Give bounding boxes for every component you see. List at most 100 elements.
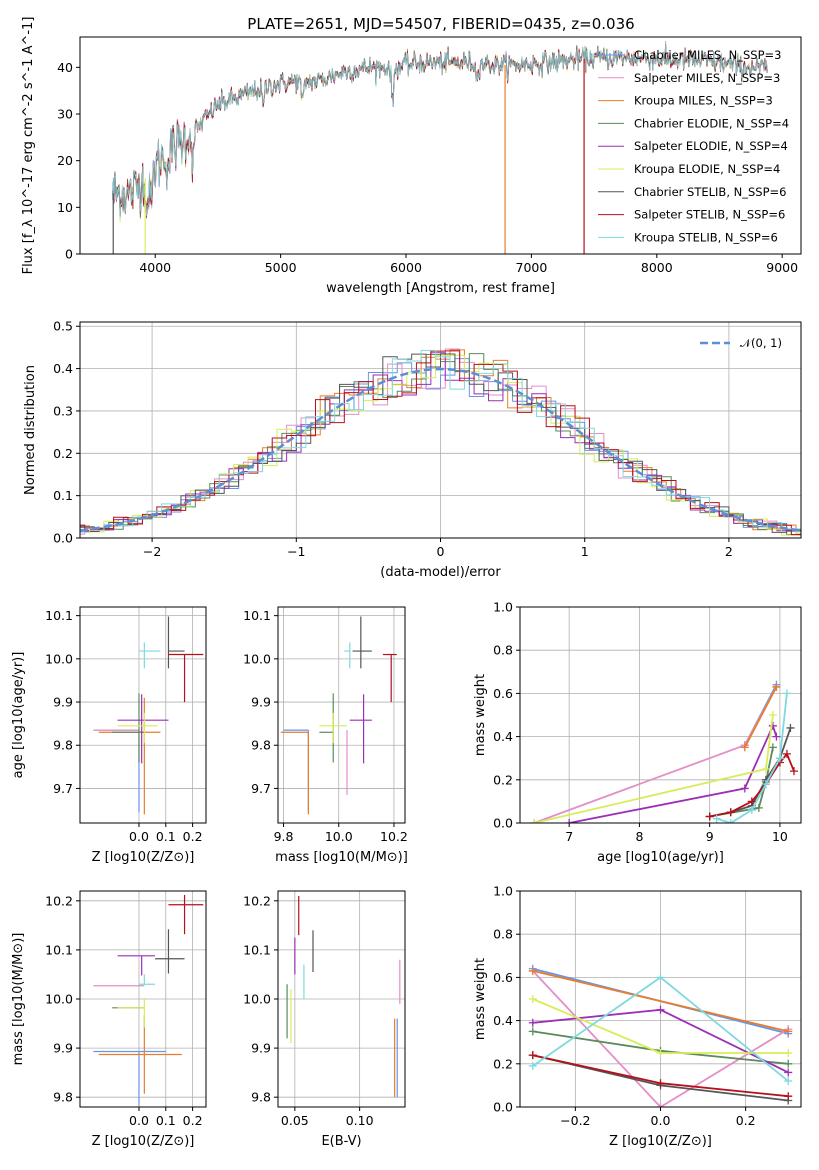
data-marker [784, 1068, 793, 1077]
x-tick-label: 9 [706, 829, 714, 844]
plot-area-spectrum [112, 41, 768, 254]
y-tick-label: 9.8 [53, 738, 73, 753]
x-tick-label: 10.0 [325, 829, 353, 844]
y-tick-label: 9.9 [251, 695, 271, 710]
series-line [532, 970, 789, 1033]
data-marker [656, 1049, 665, 1057]
x-tick-label: 2 [725, 544, 733, 559]
panel-residual-histogram: −2 −1 0 1 2 0.0 0.1 0.2 0.3 0.4 0.5 (data-model)/er… [23, 319, 802, 580]
x-tick-label: 6000 [390, 260, 422, 275]
legend-label: Kroupa ELODIE, N_SSP=4 [634, 162, 780, 176]
y-tick-label: 0 [65, 247, 73, 262]
data-marker [656, 1079, 665, 1088]
x-tick-label: 7000 [516, 260, 548, 275]
y-tick-label: 0.6 [493, 970, 513, 985]
x-tick-label: 0.10 [346, 1113, 374, 1128]
x-tick-label: 9.8 [274, 829, 294, 844]
y-axis-label: mass [log10(M/M⊙)] [11, 933, 26, 1066]
data-marker [768, 743, 777, 752]
panel-mass-weight-vs-z: −0.2 0.0 0.2 0.0 0.2 0.4 0.6 0.8 1.0 Z [log10(Z/Z… [473, 884, 802, 1149]
data-marker [565, 819, 574, 823]
y-tick-label: 1.0 [493, 600, 513, 615]
x-axis-label: age [log10(age/yr)] [597, 850, 724, 865]
y-tick-label: 9.9 [251, 1041, 271, 1056]
x-tick-label: −0.2 [560, 1113, 590, 1128]
data-marker [528, 1051, 537, 1060]
y-tick-label: 10.1 [45, 942, 73, 957]
x-tick-label: 0.0 [129, 1113, 149, 1128]
y-axis-label: Normed distribution [23, 365, 38, 495]
data-marker [705, 812, 714, 821]
panel-mass-weight-vs-age: 7 8 9 10 0.0 0.2 0.4 0.6 0.8 1.0 age [log10(age/yr… [473, 600, 802, 865]
x-tick-label: 0.2 [183, 829, 203, 844]
legend-label: Kroupa MILES, N_SSP=3 [634, 94, 773, 108]
data-marker [656, 1103, 665, 1107]
x-tick-label: −2 [143, 544, 161, 559]
x-tick-label: 10.2 [380, 829, 408, 844]
y-tick-label: 0.8 [493, 643, 513, 658]
y-tick-label: 0.4 [53, 361, 73, 376]
x-tick-label: 8000 [641, 260, 673, 275]
plot-area-mass-vs-z [80, 891, 206, 1107]
plot-area-mass-vs-ebv [278, 891, 405, 1107]
series-line [569, 723, 778, 823]
axes-frame [79, 36, 802, 255]
y-tick-label: 0.4 [493, 729, 513, 744]
x-tick-label: 0.0 [651, 1113, 671, 1128]
x-axis-label: Z [log10(Z/Z⊙)] [92, 1134, 195, 1149]
data-marker [528, 1027, 537, 1036]
y-tick-label: 20 [57, 153, 73, 168]
x-axis-label: mass [log10(M/M⊙)] [275, 850, 408, 865]
data-marker [786, 723, 795, 732]
y-tick-label: 10.0 [243, 651, 271, 666]
y-tick-label: 9.8 [53, 1090, 73, 1105]
x-tick-label: 0.1 [156, 829, 176, 844]
series-line [716, 693, 788, 823]
x-tick-label: 8 [635, 829, 643, 844]
axes-frame [79, 890, 207, 1108]
y-tick-label: 9.8 [251, 1090, 271, 1105]
histogram-step [80, 349, 801, 533]
legend-label: Salpeter MILES, N_SSP=3 [634, 71, 780, 85]
y-tick-label: 0.5 [53, 319, 73, 334]
data-marker [530, 819, 539, 823]
y-tick-label: 9.9 [53, 1041, 73, 1056]
y-tick-label: 0.0 [53, 531, 73, 546]
x-tick-label: 1 [581, 544, 589, 559]
legend-label: Chabrier STELIB, N_SSP=6 [634, 185, 786, 199]
y-tick-label: 0.3 [53, 403, 73, 418]
x-tick-label: −1 [287, 544, 305, 559]
y-axis-label: Flux [f_λ 10^-17 erg cm^-2 s^-1 A^-1] [21, 17, 36, 275]
y-tick-label: 0.8 [493, 927, 513, 942]
data-marker [784, 1059, 793, 1068]
y-tick-label: 0.0 [493, 816, 513, 831]
y-axis-label: mass weight [473, 674, 488, 756]
spectrum-line [112, 43, 768, 219]
y-axis-label: mass weight [473, 958, 488, 1040]
data-marker [726, 819, 735, 823]
data-marker [740, 784, 749, 793]
legend-label: Chabrier MILES, N_SSP=3 [634, 48, 781, 62]
x-axis-label: wavelength [Angstrom, rest frame] [326, 281, 555, 296]
axes-frame [79, 606, 207, 824]
y-tick-label: 10.0 [45, 992, 73, 1007]
data-marker [528, 1061, 537, 1070]
axes-frame [519, 606, 802, 824]
x-tick-label: 0.05 [281, 1113, 309, 1128]
data-marker [784, 1049, 793, 1057]
data-marker [768, 711, 777, 719]
data-marker [747, 797, 756, 806]
figure-title: PLATE=2651, MJD=54507, FIBERID=0435, z=0… [247, 15, 634, 33]
x-tick-label: 0.2 [736, 1113, 756, 1128]
x-tick-label: 10 [772, 829, 788, 844]
histogram-step [80, 349, 801, 535]
legend-label: Salpeter ELODIE, N_SSP=4 [634, 139, 788, 153]
y-tick-label: 10.0 [45, 651, 73, 666]
data-marker [772, 682, 781, 691]
data-marker [528, 1018, 537, 1027]
panel-age-vs-mass: 9.8 10.0 10.2 9.7 9.8 9.9 10.0 10.1 mass [log10(… [243, 606, 408, 865]
x-axis-label: (data-model)/error [380, 565, 501, 580]
plot-area-age-vs-mass [278, 607, 405, 823]
y-tick-label: 30 [57, 107, 73, 122]
